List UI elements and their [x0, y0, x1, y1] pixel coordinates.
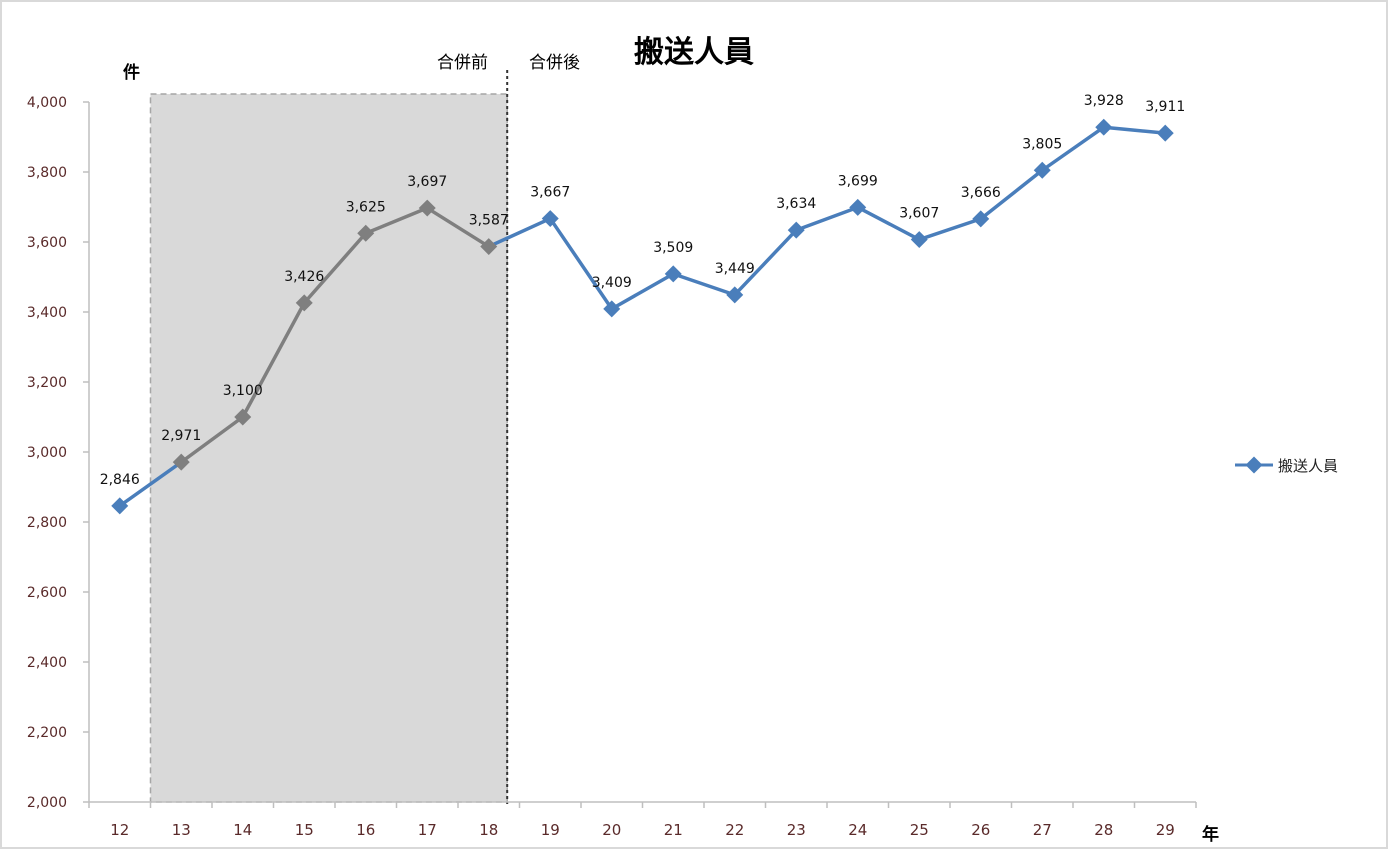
series-segment [671, 272, 737, 297]
data-label: 3,805 [1022, 136, 1062, 152]
x-tick-label: 24 [848, 821, 867, 839]
data-point [787, 221, 805, 239]
x-tick-label: 13 [172, 821, 191, 839]
data-label: 3,699 [838, 173, 878, 189]
phase-after-label: 合併後 [529, 53, 580, 73]
data-label: 3,409 [592, 275, 632, 291]
series-segment [179, 415, 245, 464]
series-segment [241, 301, 306, 419]
y-tick-label: 2,200 [27, 725, 67, 741]
data-point [172, 453, 190, 471]
data-label: 3,697 [407, 174, 447, 190]
y-tick-label: 2,000 [27, 795, 67, 811]
x-tick-label: 18 [479, 821, 498, 839]
series-segment [733, 228, 798, 297]
y-tick-label: 2,400 [27, 655, 67, 671]
series-segment [1040, 125, 1106, 172]
data-label: 2,971 [161, 428, 201, 444]
series-segment [118, 460, 183, 508]
phase-before-label: 合併前 [437, 53, 488, 73]
data-point [910, 231, 928, 249]
y-unit-label: 件 [123, 62, 140, 83]
x-tick-label: 16 [356, 821, 375, 839]
series-segment [487, 216, 552, 249]
legend-label: 搬送人員 [1278, 457, 1338, 475]
y-tick-label: 3,400 [27, 305, 67, 321]
x-tick-label: 20 [602, 821, 621, 839]
y-tick-label: 2,600 [27, 585, 67, 601]
data-label: 3,607 [899, 206, 939, 222]
data-point [541, 210, 559, 228]
series-segment [979, 168, 1044, 221]
data-point [726, 286, 744, 304]
data-point [357, 224, 375, 242]
data-point [603, 300, 621, 318]
data-label: 3,509 [653, 240, 693, 256]
data-label: 3,666 [961, 185, 1001, 201]
series-segment [917, 217, 983, 242]
series-segment [794, 205, 860, 232]
data-label: 3,911 [1145, 99, 1185, 115]
series-points [111, 118, 1174, 515]
chart-title: 搬送人員 [634, 35, 754, 70]
series-segment [548, 216, 614, 311]
series-segment [610, 272, 675, 311]
y-tick-label: 3,200 [27, 375, 67, 391]
x-tick-label: 23 [787, 821, 806, 839]
x-tick-label: 14 [233, 821, 252, 839]
data-label: 3,100 [223, 383, 263, 399]
data-point [972, 210, 990, 228]
shaded-region-rect [149, 93, 508, 803]
data-point [234, 408, 252, 426]
x-tick-label: 28 [1094, 821, 1113, 839]
x-tick-label: 21 [664, 821, 683, 839]
x-tick-label: 12 [110, 821, 129, 839]
series-segment [1102, 125, 1167, 135]
x-tick-label: 29 [1156, 821, 1175, 839]
data-point [418, 199, 436, 217]
x-axis-ticks: 12 13 14 15 16 17 18 19 20 21 22 23 24 25 26 27 28 29 [88, 802, 1197, 839]
data-point [849, 198, 867, 216]
x-tick-label: 17 [418, 821, 437, 839]
data-point [664, 265, 682, 283]
data-label: 3,928 [1084, 93, 1124, 109]
data-label: 3,625 [346, 199, 386, 215]
data-label: 3,449 [715, 261, 755, 277]
series-lines [118, 125, 1167, 508]
series-segment [364, 206, 429, 235]
x-tick-label: 22 [725, 821, 744, 839]
legend-marker [1245, 456, 1263, 474]
data-point [1156, 124, 1174, 142]
series-segment [425, 206, 491, 249]
data-label: 3,634 [776, 196, 816, 212]
pre-merger-shaded-region [149, 70, 509, 804]
x-unit-label: 年 [1202, 824, 1219, 845]
y-tick-label: 2,800 [27, 515, 67, 531]
y-tick-label: 3,000 [27, 445, 67, 461]
y-tick-label: 4,000 [27, 95, 67, 111]
data-point [111, 497, 129, 515]
legend: 搬送人員 [1235, 456, 1338, 475]
data-label: 3,667 [530, 185, 570, 201]
y-tick-label: 3,600 [27, 235, 67, 251]
y-tick-label: 3,800 [27, 165, 67, 181]
x-tick-label: 15 [295, 821, 314, 839]
data-point [295, 294, 313, 312]
data-label: 3,426 [284, 269, 324, 285]
x-tick-label: 27 [1033, 821, 1052, 839]
series-segment [302, 231, 368, 305]
data-point [480, 238, 498, 256]
x-tick-label: 26 [971, 821, 990, 839]
data-label: 2,846 [100, 472, 140, 488]
data-labels: 2,846 2,971 3,100 3,426 3,625 3,697 3,587 3,667… [100, 93, 1186, 488]
series-segment [856, 205, 921, 242]
y-axis-ticks: 2,000 2,200 2,400 2,600 2,800 3,000 3,200 3,400… [27, 95, 89, 811]
x-tick-label: 19 [541, 821, 560, 839]
data-label: 3,587 [469, 213, 509, 229]
x-tick-label: 25 [910, 821, 929, 839]
